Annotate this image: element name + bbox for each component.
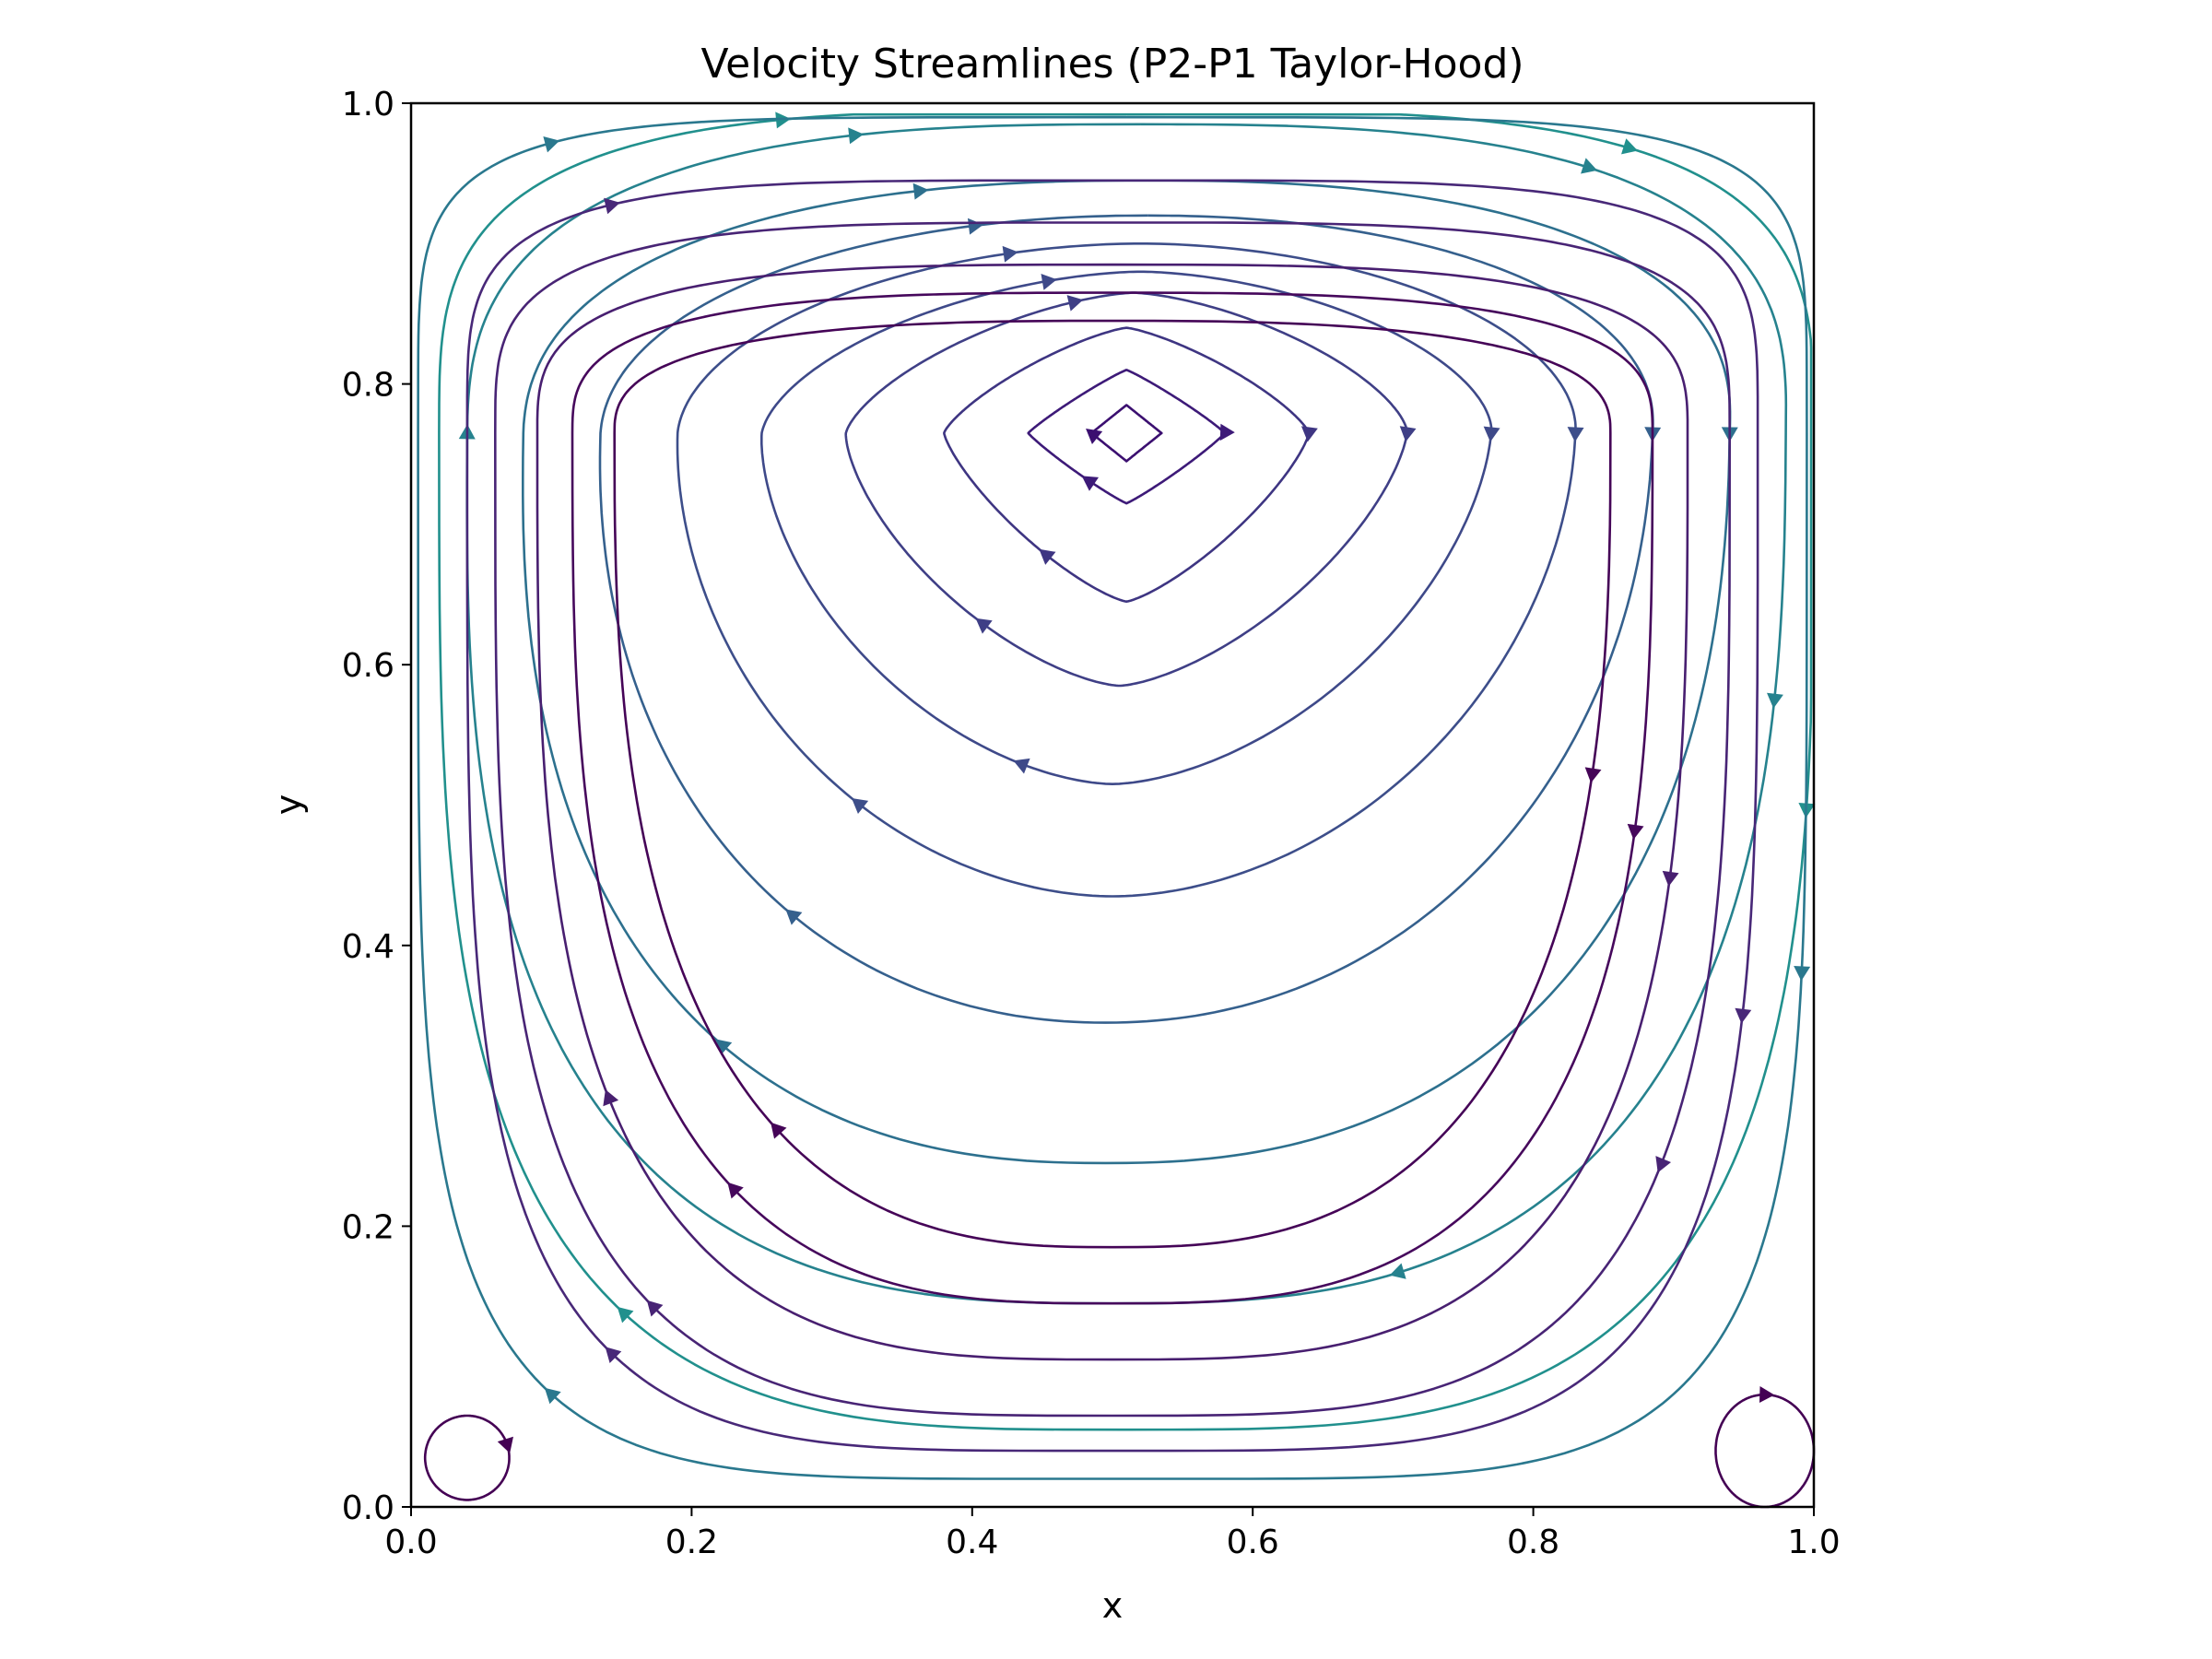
y-tick-label: 1.0: [342, 86, 394, 124]
streamline: [535, 263, 1689, 1361]
streamline-arrow: [775, 112, 792, 129]
streamline-arrow: [1300, 426, 1318, 442]
streamline-arrow: [646, 1300, 664, 1317]
streamline-arrow: [1039, 548, 1056, 565]
streamline-arrow: [1567, 427, 1584, 442]
streamline: [522, 179, 1732, 1165]
streamline: [943, 326, 1311, 603]
streamline-arrow: [1767, 692, 1783, 709]
chart-title: Velocity Streamlines (P2-P1 Taylor-Hood): [700, 41, 1524, 88]
streamline: [613, 319, 1612, 1249]
streamline-arrow: [975, 618, 993, 634]
streamline-arrow: [604, 197, 620, 215]
streamline-arrow: [1621, 138, 1638, 155]
streamline-arrow: [543, 136, 560, 153]
streamline-arrow: [1662, 870, 1679, 887]
streamline-arrow: [1584, 767, 1602, 783]
x-tick-label: 0.2: [665, 1524, 718, 1561]
x-tick-label: 0.4: [946, 1524, 998, 1561]
streamline: [571, 291, 1654, 1305]
streamline-arrow: [1081, 476, 1100, 491]
streamline-arrow: [727, 1182, 744, 1199]
plot-area-frame: [409, 101, 1816, 1509]
streamline-arrow: [852, 798, 869, 815]
streamline: [494, 221, 1731, 1418]
streamline-arrow: [771, 1122, 787, 1139]
y-tick-label: 0.4: [342, 928, 394, 966]
streamline: [1089, 404, 1163, 463]
streamline-arrow: [1219, 423, 1235, 441]
streamline-arrow: [1399, 426, 1417, 442]
x-tick-label: 0.0: [384, 1524, 437, 1561]
streamline-arrow: [715, 1039, 733, 1055]
corner-eddy-streamline: [423, 1414, 511, 1501]
y-tick-label: 0.8: [342, 367, 394, 405]
streamline: [760, 270, 1493, 785]
y-tick-label: 0.0: [342, 1489, 394, 1527]
streamline-arrow: [785, 909, 803, 925]
streamline-arrow: [603, 1089, 619, 1107]
streamline-arrow: [1041, 273, 1057, 290]
streamline: [1027, 369, 1227, 505]
streamline-arrow: [1627, 823, 1644, 841]
streamlines-layer: [417, 112, 1816, 1509]
streamline: [438, 112, 1813, 1431]
streamline-arrow: [1655, 1156, 1672, 1173]
streamline-arrow: [1066, 295, 1084, 312]
streamline-arrow: [1389, 1263, 1406, 1279]
streamline: [417, 115, 1808, 1480]
streamline: [465, 179, 1759, 1453]
x-axis-label: x: [1102, 1585, 1124, 1626]
streamline-arrow: [605, 1347, 622, 1363]
streamline-arrow: [848, 127, 865, 145]
streamline-arrow: [1735, 1007, 1752, 1024]
streamline-arrow: [497, 1436, 513, 1453]
streamline: [844, 291, 1408, 688]
y-axis-label: y: [268, 794, 309, 816]
x-tick-label: 0.6: [1227, 1524, 1279, 1561]
x-tick-label: 0.8: [1507, 1524, 1559, 1561]
streamline-arrow: [617, 1306, 634, 1324]
streamline-arrow: [912, 182, 929, 200]
streamline: [598, 214, 1654, 1024]
y-tick-label: 0.2: [342, 1208, 394, 1246]
streamline-arrow: [544, 1387, 561, 1405]
streamline-arrow: [1086, 429, 1103, 445]
streamline-arrow: [1794, 965, 1811, 982]
streamline-arrow: [1013, 758, 1030, 774]
streamline-arrow: [1581, 158, 1598, 174]
x-tick-label: 1.0: [1787, 1524, 1840, 1561]
y-tick-label: 0.6: [342, 647, 394, 685]
streamline-arrow: [1483, 426, 1500, 442]
streamline-arrow: [1002, 245, 1018, 263]
streamline-arrow: [1759, 1385, 1775, 1403]
ticks-layer: 0.0 0.2 0.4 0.6 0.8 1.0 0.0 0.2 0.4 0.6 0.8 1.0: [342, 86, 1841, 1561]
